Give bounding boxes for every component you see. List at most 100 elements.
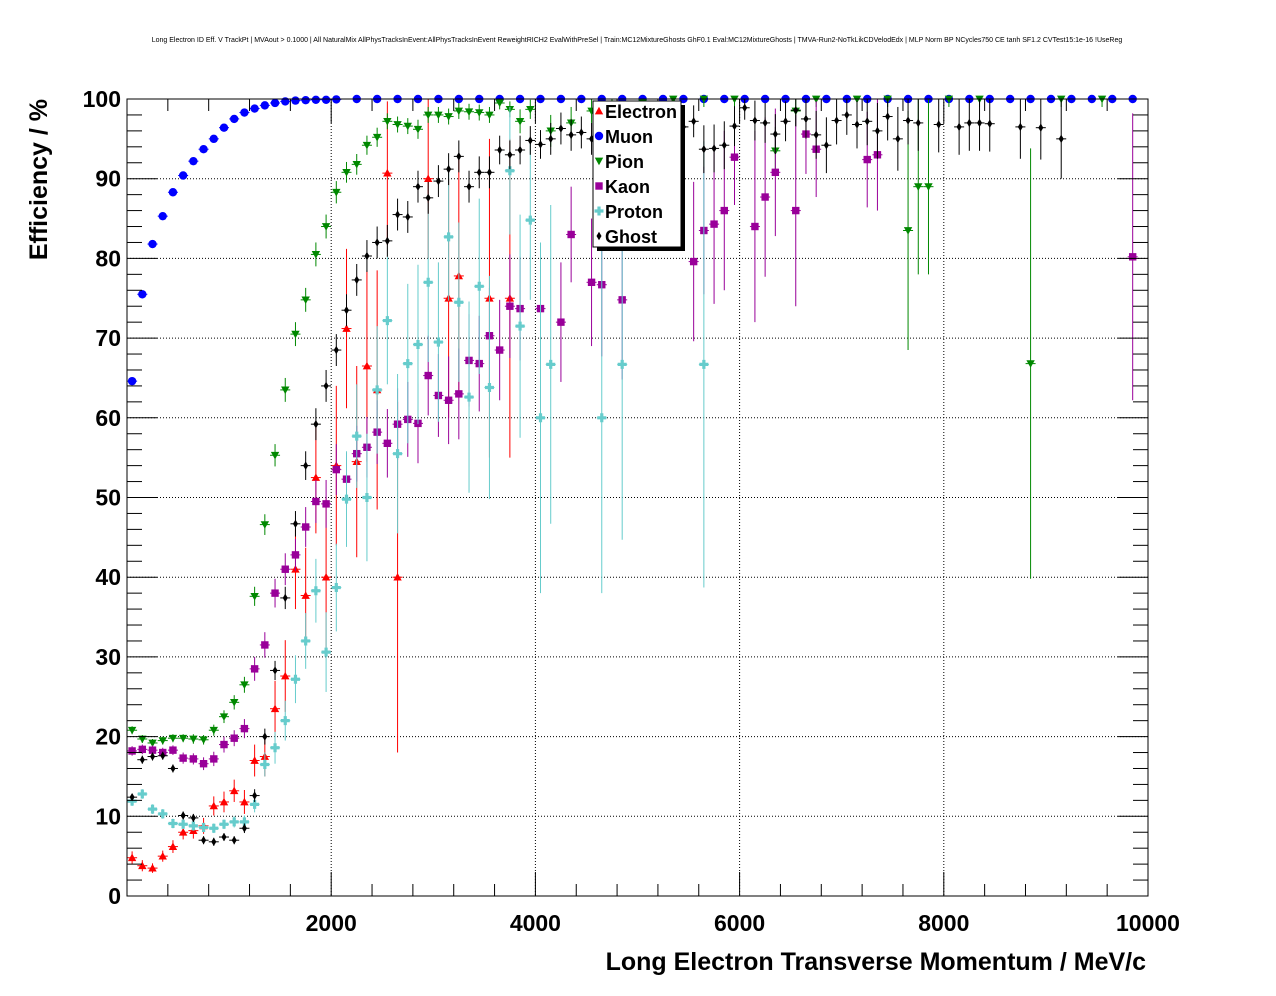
legend-label-proton: Proton	[605, 202, 663, 222]
muon-point	[301, 95, 310, 105]
series-proton	[127, 106, 709, 834]
kaon-point	[863, 155, 871, 164]
ghost-point	[558, 124, 564, 133]
proton-point	[321, 647, 331, 657]
ghost-point	[476, 168, 482, 177]
proton-point	[699, 359, 709, 369]
pion-point	[475, 109, 484, 117]
pion-point	[240, 681, 249, 689]
ghost-point	[282, 593, 288, 603]
ghost-point	[762, 118, 768, 128]
y-tick-label: 30	[95, 644, 121, 670]
kaon-point	[506, 302, 514, 310]
proton-point	[229, 817, 239, 827]
ghost-point	[905, 116, 911, 125]
y-tick-label: 100	[83, 86, 121, 112]
ghost-point	[262, 732, 268, 741]
ghost-point	[129, 792, 135, 802]
proton-point	[270, 743, 280, 753]
muon-point	[148, 239, 157, 249]
muon-point	[168, 188, 178, 197]
kaon-point	[424, 371, 432, 380]
proton-point	[382, 316, 392, 326]
pion-point	[260, 521, 270, 529]
muon-point	[189, 156, 198, 166]
electron-point	[240, 797, 249, 806]
pion-point	[924, 183, 933, 191]
ghost-point	[701, 145, 707, 154]
ghost-point	[323, 381, 329, 391]
pion-point	[352, 160, 361, 169]
pion-point	[403, 122, 412, 131]
kaon-point	[199, 759, 208, 768]
muon-point	[321, 95, 331, 104]
ghost-point	[466, 182, 472, 191]
pion-point	[485, 111, 494, 120]
ghost-point	[354, 275, 360, 285]
proton-point	[505, 166, 515, 176]
ghost-point	[170, 764, 176, 773]
proton-point	[546, 359, 556, 369]
ghost-point	[874, 126, 880, 136]
proton-point	[301, 636, 311, 646]
pion-point	[332, 188, 341, 197]
proton-point	[239, 817, 249, 827]
ghost-point	[1038, 123, 1044, 132]
electron-point	[168, 842, 178, 850]
kaon-point	[689, 257, 698, 266]
kaon-point	[250, 665, 259, 673]
electron-point	[311, 473, 321, 481]
kaon-point	[148, 746, 157, 754]
pion-point	[199, 736, 208, 744]
legend-marker-electron	[594, 106, 604, 115]
ghost-point	[977, 118, 983, 128]
axes	[127, 98, 1149, 897]
pion-point	[393, 121, 402, 129]
y-tick-label: 40	[95, 564, 121, 590]
proton-point	[403, 359, 413, 369]
proton-point	[423, 277, 433, 287]
ghost-point	[384, 236, 390, 246]
ghost-point	[568, 130, 574, 140]
x-tick-label: 2000	[306, 910, 357, 936]
pion-point	[189, 735, 198, 744]
pion-point	[372, 133, 382, 142]
pion-point	[138, 735, 147, 744]
kaon-point	[179, 754, 187, 762]
ghost-point	[497, 145, 503, 155]
proton-point	[454, 297, 464, 307]
pion-point	[434, 111, 443, 120]
muon-point	[240, 108, 249, 117]
kaon-point	[301, 523, 310, 531]
legend-label-electron: Electron	[605, 102, 677, 122]
y-tick-label: 60	[95, 405, 121, 431]
y-axis-title: Efficiency / %	[25, 99, 53, 260]
proton-point	[474, 281, 484, 291]
pion-point	[321, 223, 331, 231]
proton-point	[515, 321, 525, 331]
electron-point	[178, 828, 188, 836]
ghost-point	[844, 110, 850, 120]
grid	[127, 99, 1148, 896]
proton-point	[525, 215, 535, 225]
electron-point	[383, 168, 392, 177]
ghost-point	[548, 134, 554, 144]
proton-point	[168, 818, 178, 828]
proton-point	[219, 819, 229, 829]
kaon-point	[220, 740, 228, 749]
ghost-point	[303, 461, 309, 470]
ghost-point	[731, 121, 738, 131]
pion-point	[230, 698, 239, 707]
proton-point	[484, 383, 494, 393]
ghost-point	[231, 836, 237, 845]
pion-point	[219, 713, 229, 721]
ghost-point	[803, 114, 809, 124]
kaon-point	[322, 500, 330, 508]
pion-point	[413, 125, 423, 134]
pion-point	[127, 726, 137, 735]
pion-point	[454, 107, 464, 116]
proton-point	[536, 413, 546, 423]
ghost-point	[415, 182, 421, 191]
ghost-point	[139, 755, 145, 764]
muon-point	[270, 98, 280, 108]
